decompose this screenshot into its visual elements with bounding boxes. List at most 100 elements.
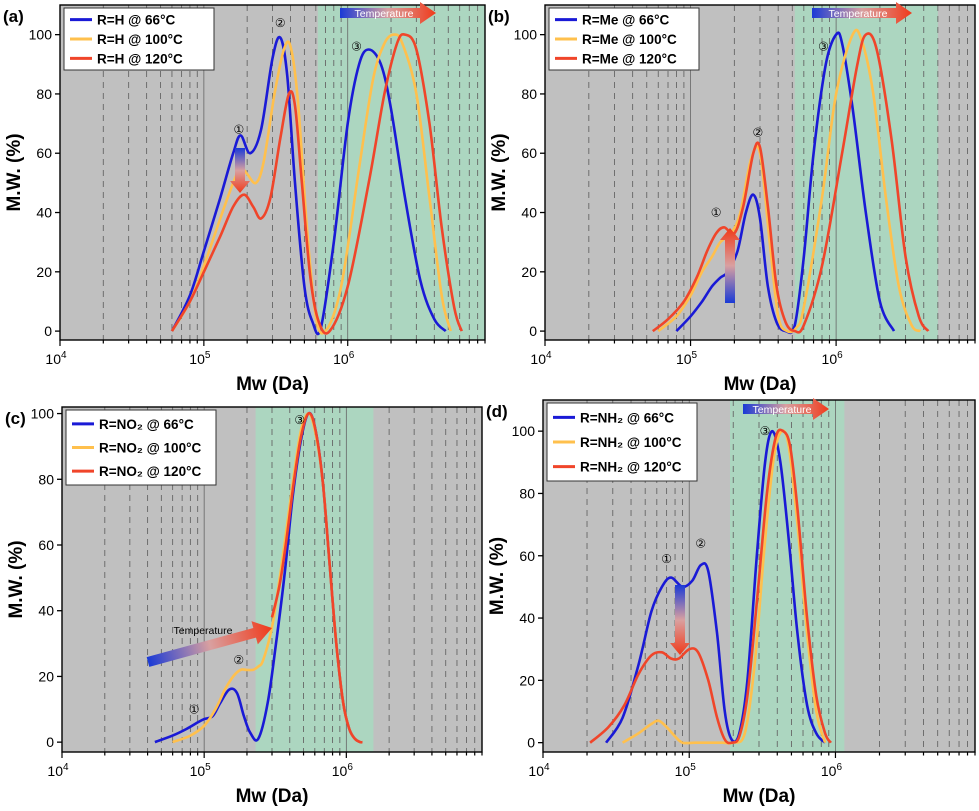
y-tick-label: 100 [31,406,55,422]
y-tick-label: 80 [521,86,537,102]
y-axis-label: M.W. (%) [4,133,25,211]
peak-annotation-1: ① [233,123,244,137]
peak-annotation-1: ① [661,552,672,566]
temperature-arrow [743,398,829,420]
legend-label-3: R=NH₂ @ 120°C [580,460,682,475]
series-line-1 [605,429,827,744]
y-tick-label: 80 [38,471,54,487]
x-tick-label: 104 [47,762,69,779]
legend-label-2: R=H @ 100°C [97,32,183,47]
panel-label: (d) [486,402,508,421]
y-tick-label: 0 [44,323,52,339]
x-tick-label: 104 [528,762,550,779]
temperature-label: Temperature [174,625,233,637]
series-line-1 [675,31,896,335]
legend-label-3: R=Me @ 120°C [582,51,677,66]
panel-label: (c) [5,409,26,428]
peak-annotation-2: ② [233,653,244,667]
peak-annotation-3: ③ [351,40,362,54]
temperature-arrow [340,2,436,24]
x-tick-label: 106 [332,762,354,779]
x-tick-label: 104 [45,350,67,367]
series-line-3 [270,411,363,744]
panel-label: (b) [488,7,510,26]
legend: R=NO₂ @ 66°C R=NO₂ @ 100°C R=NO₂ @ 120°C [65,409,217,486]
x-tick-label: 106 [822,350,844,367]
temperature-label: Temperature [829,8,888,20]
y-tick-label: 100 [512,423,536,439]
legend-label-2: R=NH₂ @ 100°C [580,435,682,450]
y-axis-label: M.W. (%) [6,540,27,618]
y-tick-label: 40 [38,603,54,619]
legend: R=NH₂ @ 66°C R=NH₂ @ 100°C R=NH₂ @ 120°C [546,402,698,482]
panel-label: (a) [3,7,24,26]
chart-panel-3: 0 20 40 60 80 100 104 105 106 Mw (Da) M.W. (%) (c) R… [5,406,483,807]
x-axis-label: Mw (Da) [236,786,309,807]
legend: R=H @ 66°C R=H @ 100°C R=H @ 120°C [63,7,215,71]
y-tick-label: 60 [36,145,52,161]
x-tick-label: 105 [675,762,697,779]
x-tick-label: 106 [821,762,843,779]
x-axis-label: Mw (Da) [724,374,797,395]
y-tick-label: 0 [527,735,535,751]
peak-annotation-3: ③ [760,424,771,438]
x-tick-label: 104 [530,350,552,367]
series-line-2 [657,28,922,334]
chart-panel-4: 0 20 40 60 80 100 104 105 106 Mw (Da) M.W. (%) (d) R… [486,398,976,807]
x-axis-label: Mw (Da) [723,786,796,807]
y-tick-label: 0 [46,734,54,750]
series-line-1 [170,35,447,336]
series-line-3 [589,428,833,745]
x-tick-label: 106 [333,350,355,367]
legend-label-1: R=H @ 66°C [97,13,175,28]
legend-label-2: R=NO₂ @ 100°C [99,441,201,456]
series-line-3 [651,32,930,334]
vertical-trend-arrow [230,148,250,193]
legend: R=Me @ 66°C R=Me @ 100°C R=Me @ 120°C [548,7,700,71]
y-tick-label: 100 [514,27,538,43]
y-tick-label: 80 [36,86,52,102]
y-tick-label: 20 [519,672,535,688]
series-line-3 [170,32,463,335]
y-axis-label: M.W. (%) [489,133,510,211]
shaded-region [255,407,374,752]
y-tick-label: 40 [521,205,537,221]
legend-label-3: R=NO₂ @ 120°C [99,464,201,479]
y-tick-label: 0 [529,323,537,339]
y-tick-label: 40 [36,205,52,221]
y-tick-label: 80 [519,485,535,501]
x-tick-label: 105 [676,350,698,367]
y-tick-label: 20 [521,264,537,280]
y-tick-label: 40 [519,610,535,626]
shaded-region [729,400,845,752]
peak-annotation-2: ② [752,125,763,139]
chart-panel-2: 0 20 40 60 80 100 104 105 106 Mw (Da) M.W. (%) (b) R… [488,2,976,395]
legend-label-1: R=NH₂ @ 66°C [580,410,674,425]
y-tick-label: 60 [519,548,535,564]
peak-annotation-1: ① [711,206,722,220]
series-line-2 [621,429,827,745]
y-tick-label: 20 [38,668,54,684]
vertical-trend-arrow [720,228,740,303]
temperature-label: Temperature [753,404,812,416]
y-tick-label: 100 [29,27,53,43]
temperature-arrow-shape [146,621,273,667]
chart-panel-1: 0 20 40 60 80 100 104 105 106 Mw (Da) M.W. (%) (a) R… [3,2,486,395]
legend-label-2: R=Me @ 100°C [582,32,677,47]
peak-annotation-2: ② [695,536,706,550]
peak-annotation-3: ③ [294,413,305,427]
legend-label-1: R=NO₂ @ 66°C [99,417,194,432]
y-tick-label: 60 [38,537,54,553]
x-axis-label: Mw (Da) [236,374,309,395]
peak-annotation-1: ① [189,702,200,716]
y-axis-label: M.W. (%) [487,537,508,615]
y-tick-label: 20 [36,264,52,280]
y-tick-label: 60 [521,145,537,161]
peak-annotation-3: ③ [818,40,829,54]
legend-label-3: R=H @ 120°C [97,51,183,66]
x-tick-label: 105 [190,762,212,779]
x-tick-label: 105 [189,350,211,367]
peak-annotation-2: ② [275,16,286,30]
legend-label-1: R=Me @ 66°C [582,13,669,28]
